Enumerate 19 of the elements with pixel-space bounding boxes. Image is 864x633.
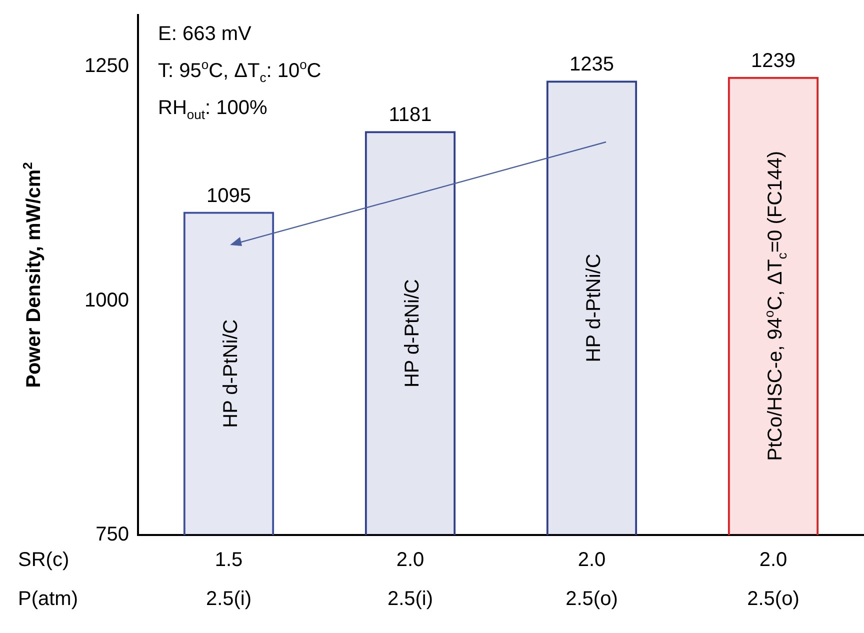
x-tick-label: 2.0 2.5(o) xyxy=(566,549,618,610)
annotation: HP d-PtNi/C xyxy=(220,319,242,428)
data-label: 1235 xyxy=(570,54,614,76)
x-tick-label: 2.0 2.5(i) xyxy=(387,549,434,610)
text: P(atm) xyxy=(18,588,78,610)
data-label: 1095 xyxy=(206,184,251,207)
y-tick-label: 1000 xyxy=(84,289,129,312)
annotation: HP d-PtNi/C xyxy=(582,254,605,362)
text: SR(c) xyxy=(18,549,70,571)
annotation: E: 663 mV xyxy=(158,23,252,45)
data-label: 1239 xyxy=(751,50,796,72)
x-tick-label: 2.0 2.5(o) xyxy=(747,549,800,610)
data-label: 1181 xyxy=(388,104,432,126)
annotation: PtCo/HSC-e, 94oC, ΔTc=0 (FC144) xyxy=(761,150,790,461)
y-tick-label: 1250 xyxy=(84,55,129,78)
annotation: HP d-PtNi/C xyxy=(401,278,424,388)
y-axis-title: Power Density, mW/cm2 xyxy=(20,162,45,388)
y-tick-label: 750 xyxy=(96,524,129,546)
x-tick-label: 1.5 2.5(i) xyxy=(206,549,252,610)
